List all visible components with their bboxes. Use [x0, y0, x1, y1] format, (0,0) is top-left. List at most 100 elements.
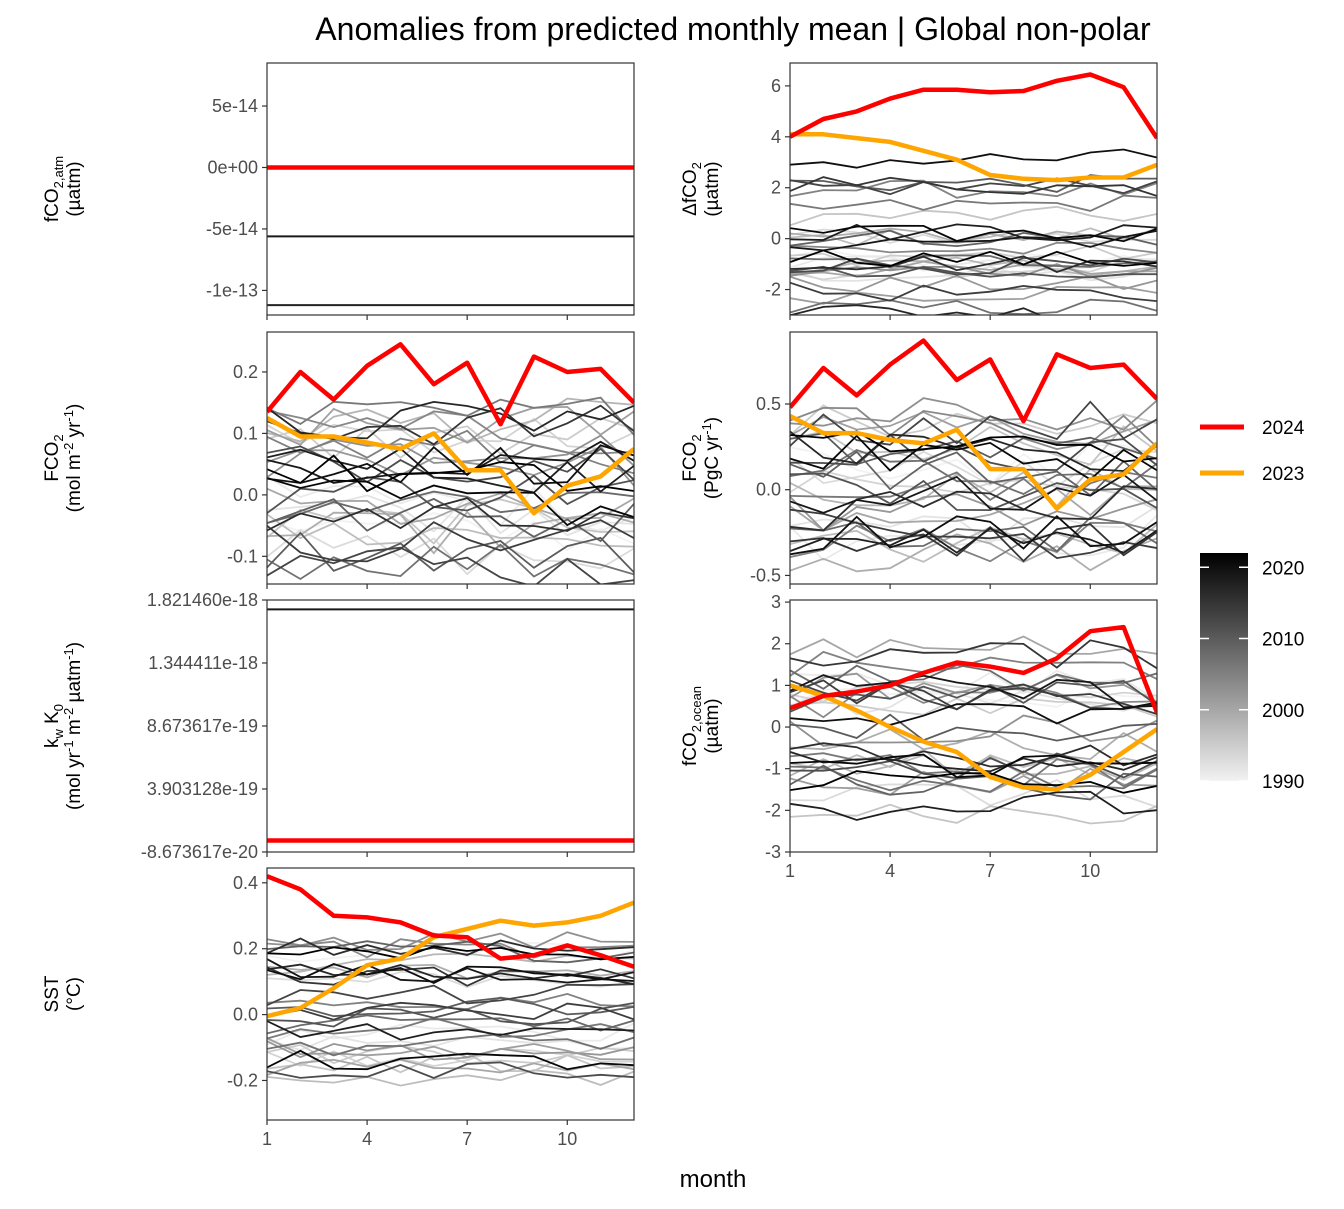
- history-line: [267, 1001, 634, 1021]
- history-line: [267, 474, 634, 514]
- y-axis-label: FCO2​(mol m-2​ yr-1​): [42, 404, 85, 513]
- x-tick-label: 4: [362, 1129, 372, 1149]
- history-line: [790, 713, 1157, 742]
- series-line-2024: [790, 72, 1157, 140]
- history-line: [790, 256, 1157, 277]
- svg-text:SST: SST: [42, 975, 63, 1012]
- y-tick-label: 1: [771, 675, 781, 695]
- history-line: [267, 1069, 634, 1087]
- y-tick-label: 6: [771, 76, 781, 96]
- history-line: [790, 397, 1157, 431]
- y-axis-label: kw​ K0​(mol yr-1​ m-2​ µatm-1​): [42, 642, 85, 810]
- history-line: [267, 475, 634, 533]
- y-tick-label: 0e+00: [207, 157, 258, 177]
- history-line: [790, 514, 1157, 562]
- panel-frame: [266, 867, 635, 1121]
- y-tick-label: 0: [771, 229, 781, 249]
- history-line: [790, 205, 1157, 227]
- history-line: [267, 945, 634, 961]
- history-line: [790, 285, 1157, 305]
- y-tick-label: 5e-14: [212, 96, 258, 116]
- history-line: [267, 546, 634, 584]
- history-line: [790, 471, 1157, 508]
- y-tick-label: 0.0: [233, 1005, 258, 1025]
- history-line: [790, 229, 1157, 252]
- panel-frame: [266, 599, 635, 853]
- x-tick-label: 10: [1080, 861, 1100, 881]
- x-tick-label: 10: [557, 1129, 577, 1149]
- history-line: [790, 400, 1157, 447]
- x-tick-label: 1: [262, 1129, 272, 1149]
- history-line: [267, 397, 634, 444]
- y-tick-label: -2: [765, 280, 781, 300]
- history-line: [790, 752, 1157, 780]
- history-line: [790, 514, 1157, 556]
- series-line-2024: [790, 624, 1157, 714]
- history-line: [267, 444, 634, 485]
- series-line-2024: [267, 874, 634, 969]
- history-line: [790, 516, 1157, 553]
- history-line: [790, 674, 1157, 709]
- history-line: [267, 940, 634, 964]
- history-line: [267, 510, 634, 555]
- history-line: [267, 996, 634, 1018]
- history-line: [790, 406, 1157, 451]
- y-tick-label: 2: [771, 634, 781, 654]
- svg-text:fCO2,ocean​: fCO2,ocean​: [680, 686, 704, 766]
- y-tick-label: -0.2: [227, 1070, 258, 1090]
- history-line: [267, 409, 634, 455]
- series-line-2023: [790, 683, 1157, 792]
- history-line: [267, 1002, 634, 1028]
- legend: 2024 2023 2020 2010 2000 1990: [1200, 418, 1305, 793]
- history-line: [267, 937, 634, 956]
- panel-sst: 0.4 0.2 0.0 -0.2 1 4 7 10 SST (°C): [42, 867, 635, 1149]
- legend-label-2024: 2024: [1262, 418, 1305, 439]
- legend-label-2023: 2023: [1262, 464, 1304, 485]
- y-tick-label: -1e-13: [206, 280, 258, 300]
- history-line: [267, 454, 634, 493]
- history-line: [267, 1035, 634, 1052]
- y-tick-label: 0.0: [233, 485, 258, 505]
- y-tick-label: 0.5: [756, 394, 781, 414]
- y-tick-label: -3: [765, 842, 781, 862]
- history-line: [790, 274, 1157, 293]
- history-line: [790, 770, 1157, 794]
- history-line: [790, 249, 1157, 268]
- y-axis-label: FCO2​(PgC yr-1​): [680, 417, 723, 499]
- panels: 5e-140e+00-5e-14-1e-13fCO2,atm​(µatm)642…: [42, 62, 1158, 1149]
- history-line: [790, 472, 1157, 512]
- history-line: [267, 497, 634, 532]
- panel-dfco2: 6 4 2 0 -2 ΔfCO2​(µatm): [680, 62, 1158, 320]
- history-line: [267, 531, 634, 574]
- history-line: [790, 176, 1157, 197]
- series-line-2023: [267, 416, 634, 516]
- history-line: [790, 753, 1157, 779]
- y-tick-label: -5e-14: [206, 219, 258, 239]
- history-line: [790, 533, 1157, 573]
- history-line: [267, 396, 634, 436]
- y-axis-label: fCO2,ocean​(µatm): [680, 686, 723, 766]
- y-tick-label: 1.821460e-18: [147, 590, 258, 610]
- plot-area-fco2flux_area: [267, 342, 634, 584]
- history-line: [790, 679, 1157, 715]
- chart-title: Anomalies from predicted monthly mean | …: [315, 11, 1151, 47]
- y-tick-label: -8.673617e-20: [141, 842, 258, 862]
- history-line: [790, 425, 1157, 466]
- panel-frame: [266, 62, 635, 316]
- x-tick-label: 7: [985, 861, 995, 881]
- y-tick-label: 1.344411e-18: [148, 653, 258, 673]
- history-line: [267, 490, 634, 524]
- history-line: [267, 1061, 634, 1079]
- history-line: [790, 411, 1157, 446]
- history-line: [790, 433, 1157, 471]
- plot-area-kwk0: [267, 608, 634, 843]
- history-line: [790, 281, 1157, 302]
- y-tick-label: -2: [765, 800, 781, 820]
- svg-text:(mol yr-1​ m-2​ µatm-1​): (mol yr-1​ m-2​ µatm-1​): [61, 642, 85, 810]
- history-line: [790, 790, 1157, 821]
- history-line: [790, 260, 1157, 278]
- y-tick-label: 0.1: [233, 423, 258, 443]
- history-line: [267, 1040, 634, 1061]
